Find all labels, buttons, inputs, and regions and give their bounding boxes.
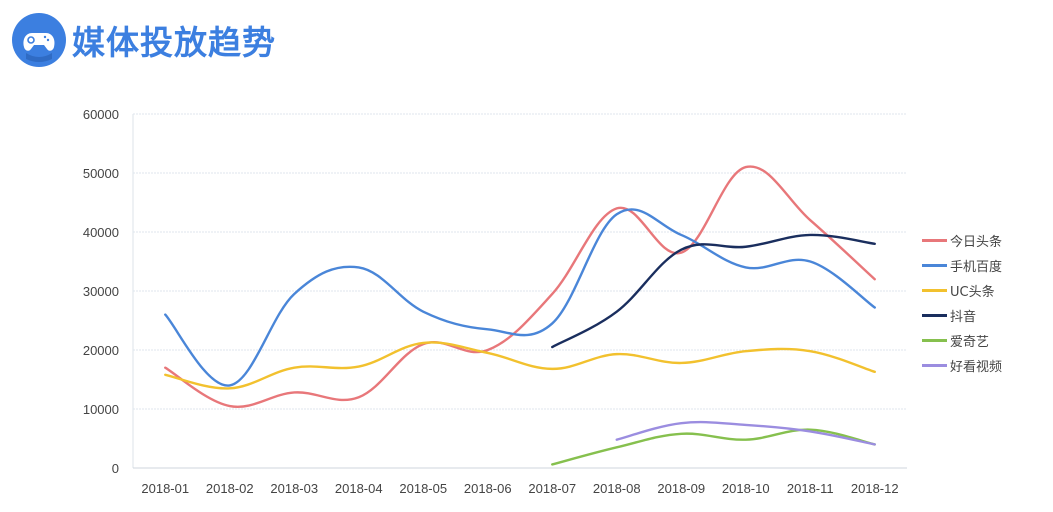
x-tick-label: 2018-05 — [399, 481, 447, 496]
series-line-3 — [551, 233, 876, 349]
x-tick-label: 2018-07 — [528, 481, 576, 496]
y-tick-label: 10000 — [83, 402, 119, 417]
y-tick-label: 60000 — [83, 107, 119, 122]
x-tick-label: 2018-04 — [335, 481, 383, 496]
legend-label: 抖音 — [950, 310, 977, 325]
x-tick-label: 2018-09 — [657, 481, 705, 496]
legend-label: 今日头条 — [950, 235, 1003, 250]
x-tick-label: 2018-10 — [722, 481, 770, 496]
legend-swatch — [922, 314, 947, 317]
legend-item[interactable]: 今日头条 — [922, 228, 1002, 253]
legend-label: 手机百度 — [950, 260, 1003, 275]
legend-item[interactable]: UC头条 — [922, 278, 1002, 303]
legend-label: 爱奇艺 — [950, 335, 990, 350]
chart-legend: 今日头条手机百度 UC头条抖音爱奇艺好看视频 — [922, 228, 1002, 378]
legend-item[interactable]: 抖音 — [922, 303, 1002, 328]
legend-item[interactable]: 爱奇艺 — [922, 328, 1002, 353]
legend-item[interactable]: 好看视频 — [922, 353, 1002, 378]
y-tick-label: 0 — [112, 461, 119, 476]
x-tick-label: 2018-08 — [593, 481, 641, 496]
x-tick-label: 2018-03 — [270, 481, 318, 496]
x-tick-label: 2018-06 — [464, 481, 512, 496]
y-tick-label: 50000 — [83, 166, 119, 181]
x-tick-label: 2018-11 — [787, 481, 834, 496]
y-tick-label: 20000 — [83, 343, 119, 358]
legend-swatch — [922, 339, 947, 342]
legend-swatch — [922, 264, 947, 267]
series-line-2 — [164, 341, 876, 390]
x-tick-label: 2018-01 — [141, 481, 189, 496]
legend-label: UC头条 — [950, 285, 995, 300]
series-line-0 — [164, 165, 876, 409]
page-title: 媒体投放趋势 — [72, 23, 276, 62]
y-tick-label: 30000 — [83, 284, 119, 299]
legend-swatch — [922, 289, 947, 292]
legend-label: 好看视频 — [950, 360, 1003, 375]
gamepad-icon — [12, 13, 66, 67]
header: 媒体投放趋势 — [12, 10, 276, 70]
legend-swatch — [922, 239, 947, 242]
legend-swatch — [922, 364, 947, 367]
series-line-1 — [164, 208, 876, 387]
legend-item[interactable]: 手机百度 — [922, 253, 1002, 278]
x-tick-label: 2018-12 — [851, 481, 899, 496]
x-tick-label: 2018-02 — [206, 481, 254, 496]
series-line-4 — [551, 428, 876, 466]
y-tick-label: 40000 — [83, 225, 119, 240]
